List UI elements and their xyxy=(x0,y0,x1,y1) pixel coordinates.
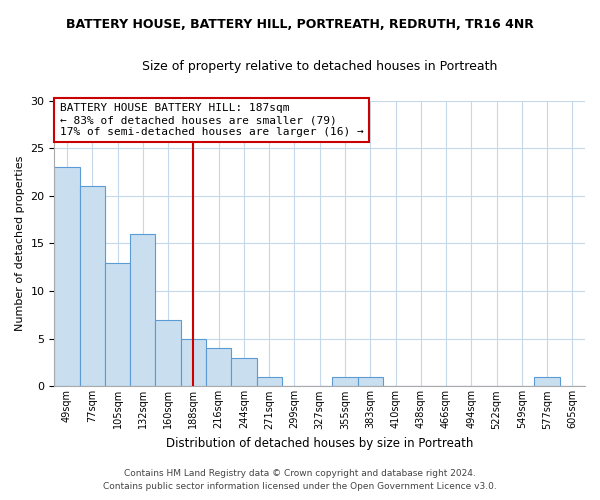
Bar xyxy=(55,167,80,386)
Bar xyxy=(155,320,181,386)
Text: Contains HM Land Registry data © Crown copyright and database right 2024.
Contai: Contains HM Land Registry data © Crown c… xyxy=(103,470,497,491)
Text: BATTERY HOUSE, BATTERY HILL, PORTREATH, REDRUTH, TR16 4NR: BATTERY HOUSE, BATTERY HILL, PORTREATH, … xyxy=(66,18,534,30)
Bar xyxy=(206,348,231,387)
Bar xyxy=(105,262,130,386)
Bar xyxy=(130,234,155,386)
Text: BATTERY HOUSE BATTERY HILL: 187sqm
← 83% of detached houses are smaller (79)
17%: BATTERY HOUSE BATTERY HILL: 187sqm ← 83%… xyxy=(60,104,364,136)
Bar xyxy=(80,186,105,386)
Bar xyxy=(358,377,383,386)
Bar xyxy=(257,377,282,386)
X-axis label: Distribution of detached houses by size in Portreath: Distribution of detached houses by size … xyxy=(166,437,473,450)
Bar xyxy=(332,377,358,386)
Title: Size of property relative to detached houses in Portreath: Size of property relative to detached ho… xyxy=(142,60,497,73)
Bar xyxy=(231,358,257,386)
Bar xyxy=(535,377,560,386)
Bar xyxy=(181,339,206,386)
Y-axis label: Number of detached properties: Number of detached properties xyxy=(15,156,25,331)
